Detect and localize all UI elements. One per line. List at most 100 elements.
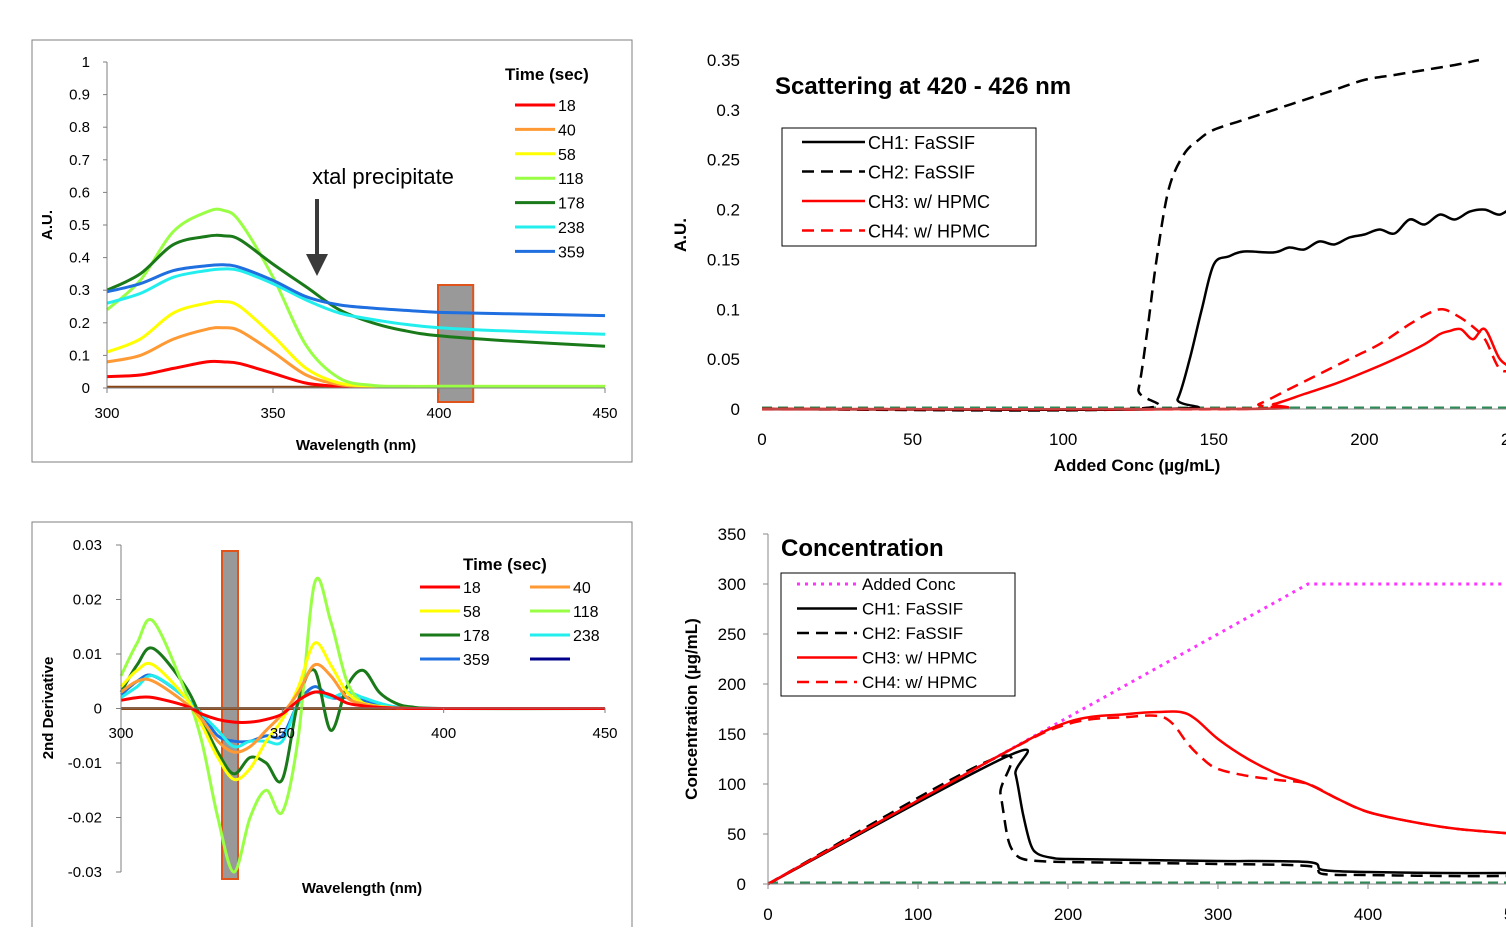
y-tick-label: 0.1 [69, 347, 90, 364]
legend-label: CH4: w/ HPMC [862, 673, 977, 692]
legend-label-40: 40 [573, 580, 591, 597]
y-tick-label: 0.25 [707, 151, 740, 170]
concentration-chart: 0 50 100 150 200 250 300 350 0 100 200 300 400 500 C… [682, 525, 1506, 924]
derivative-chart-frame [31, 521, 633, 932]
annotation-arrow [306, 199, 328, 276]
y-tick-label: 0 [737, 875, 746, 894]
y-tick-label: 0.2 [716, 201, 740, 220]
series-line-359 [106, 263, 606, 318]
uv-spectra-chart: 0 0.1 0.2 0.3 0.4 0.5 0.6 0.7 0.8 0.9 1 300 350 400 4… [31, 39, 633, 463]
x-axis-label: Wavelength (nm) [296, 437, 416, 454]
y-tick-label: -0.03 [68, 864, 102, 881]
legend-label-178: 178 [558, 196, 585, 213]
y-tick-label: 0.9 [69, 87, 90, 104]
series-line-ch1-fassif [767, 748, 1506, 886]
series-line-ch3-w-hpmc [767, 710, 1506, 886]
y-tick-label: 0 [731, 400, 740, 419]
x-axis-label: Wavelength (nm) [302, 880, 422, 897]
legend-label-118: 118 [573, 604, 599, 621]
y-tick-label: -0.01 [68, 755, 102, 772]
chart-title: Concentration [781, 535, 944, 562]
y-tick-label: 0.05 [707, 350, 740, 369]
legend-title: Time (sec) [505, 65, 589, 84]
legend-title: Time (sec) [463, 555, 547, 574]
series-line-238 [106, 267, 606, 336]
y-tick-label: 0 [82, 380, 90, 397]
legend-label-238: 238 [573, 628, 600, 645]
y-tick-label: 0.3 [716, 101, 740, 120]
x-tick-label: 500 [1504, 905, 1506, 924]
y-tick-label: 350 [718, 525, 746, 544]
legend-label: CH3: w/ HPMC [868, 192, 990, 212]
chart-title: Scattering at 420 - 426 nm [775, 73, 1071, 100]
x-tick-label: 300 [108, 725, 133, 742]
y-tick-label: 0.6 [69, 184, 90, 201]
legend-label-118: 118 [558, 171, 584, 188]
series-line-ch1-fassif [761, 208, 1506, 412]
x-tick-label: 400 [1354, 905, 1382, 924]
x-tick-label: 250 [1501, 430, 1506, 449]
y-tick-label: 0.4 [69, 250, 90, 267]
legend-label: Added Conc [862, 575, 956, 594]
y-axis-label: Concentration (µg/mL) [682, 618, 701, 800]
y-tick-label: 0.5 [69, 217, 90, 234]
y-tick-label: 200 [718, 675, 746, 694]
x-tick-label: 50 [903, 430, 922, 449]
highlight-band [437, 284, 475, 403]
series-line-178 [106, 233, 606, 348]
series-line-ch2-fassif [767, 754, 1506, 886]
legend-box [780, 572, 1016, 697]
y-tick-label: 0.8 [69, 119, 90, 136]
y-tick-label: 1 [82, 54, 90, 71]
x-tick-label: 350 [260, 405, 285, 422]
y-tick-label: 0.2 [69, 315, 90, 332]
x-tick-label: 0 [757, 430, 766, 449]
x-tick-label: 400 [431, 725, 456, 742]
x-tick-label: 350 [270, 725, 295, 742]
y-axis-label: A.U. [39, 210, 56, 240]
legend-label: CH1: FaSSIF [868, 133, 975, 153]
x-tick-label: 450 [592, 725, 617, 742]
x-tick-label: 100 [904, 905, 932, 924]
y-tick-label: 0.03 [73, 537, 102, 554]
legend-label-359: 359 [463, 652, 490, 669]
legend-box [781, 127, 1037, 247]
scattering-chart: 0 0.05 0.1 0.15 0.2 0.25 0.3 0.35 0 50 100 150 200 2… [671, 51, 1506, 475]
y-tick-label: -0.02 [68, 810, 102, 827]
legend-label-18: 18 [558, 98, 576, 115]
legend-label-18: 18 [463, 580, 481, 597]
x-tick-label: 0 [763, 905, 772, 924]
y-tick-label: 0.35 [707, 51, 740, 70]
legend-label: CH4: w/ HPMC [868, 222, 990, 242]
y-tick-label: 50 [727, 825, 746, 844]
series-line-178 [119, 646, 606, 784]
legend-label: CH3: w/ HPMC [862, 649, 977, 668]
y-tick-label: 100 [718, 775, 746, 794]
x-tick-label: 300 [1204, 905, 1232, 924]
legend-label-40: 40 [558, 122, 576, 139]
legend-label-58: 58 [558, 147, 576, 164]
annotation-label: xtal precipitate [312, 164, 454, 189]
x-tick-label: 150 [1200, 430, 1228, 449]
y-axis-label: 2nd Derivative [40, 657, 57, 760]
y-tick-label: 250 [718, 625, 746, 644]
legend-label-359: 359 [558, 244, 585, 261]
legend-label-238: 238 [558, 220, 585, 237]
legend-label: CH2: FaSSIF [862, 624, 963, 643]
x-axis-label: Added Conc (µg/mL) [1054, 456, 1221, 475]
legend-label: CH1: FaSSIF [862, 600, 963, 619]
y-tick-label: 150 [718, 725, 746, 744]
y-tick-label: 300 [718, 575, 746, 594]
x-tick-label: 400 [426, 405, 451, 422]
y-tick-label: 0.7 [69, 152, 90, 169]
x-tick-label: 300 [94, 405, 119, 422]
series-line-ch4-w-hpmc [767, 714, 1506, 886]
x-tick-label: 100 [1049, 430, 1077, 449]
legend-label-58: 58 [463, 604, 481, 621]
series-line-added-conc [767, 582, 1506, 886]
y-tick-label: 0.02 [73, 592, 102, 609]
series-line-ch3-w-hpmc [761, 327, 1506, 411]
x-tick-label: 200 [1350, 430, 1378, 449]
series-line-118 [106, 207, 605, 388]
